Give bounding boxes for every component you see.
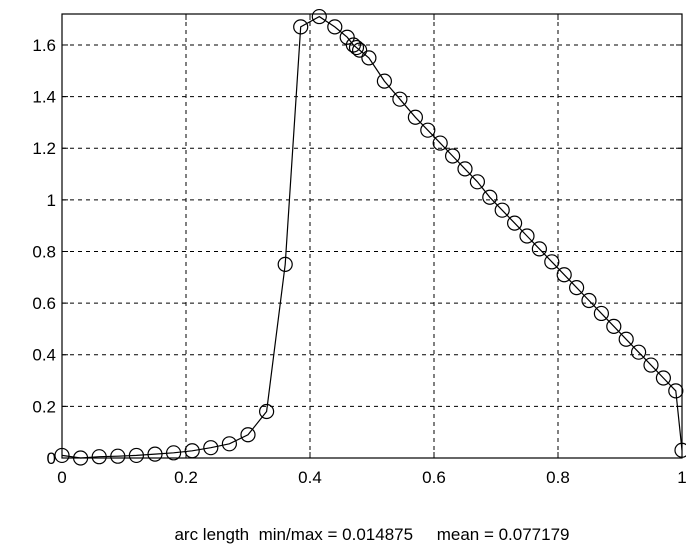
- data-point-marker: [494, 202, 510, 218]
- axis-ticks: 0 0.2 0.4 0.6 0.8 1 0 0.2 0.4 0.6 0.8 1 1.2 1.4 1.6: [32, 14, 686, 487]
- data-point-marker: [581, 292, 597, 309]
- data-point-marker: [339, 29, 355, 45]
- data-point-marker: [482, 189, 498, 205]
- data-point-marker: [630, 344, 647, 360]
- y-tick-label: 1.4: [32, 88, 56, 107]
- data-point-marker: [519, 228, 535, 244]
- y-tick-label: 0.6: [32, 294, 56, 313]
- data-point-marker: [457, 161, 473, 177]
- data-point-marker: [392, 91, 408, 107]
- data-point-marker: [568, 280, 585, 296]
- y-tick-label: 0: [47, 449, 56, 468]
- data-point-marker: [166, 445, 182, 461]
- data-point-marker: [128, 447, 144, 464]
- x-tick-label: 0: [57, 468, 66, 487]
- plot-frame: [61, 13, 683, 459]
- data-point-marker: [655, 370, 672, 386]
- series-line: [61, 15, 683, 459]
- data-point-marker: [593, 305, 610, 322]
- data-point-marker: [311, 8, 327, 25]
- data-point-marker: [556, 267, 572, 283]
- data-point-marker: [91, 449, 107, 465]
- data-point-marker: [531, 241, 548, 257]
- data-point-marker: [606, 318, 622, 334]
- data-point-marker: [293, 19, 309, 35]
- data-point-marker: [352, 42, 368, 58]
- grid: [62, 14, 682, 458]
- data-point-marker: [203, 440, 219, 456]
- data-point-marker: [240, 427, 256, 443]
- data-point-marker: [407, 109, 423, 125]
- y-tick-label: 1.6: [32, 36, 56, 55]
- data-point-marker: [147, 446, 163, 462]
- data-point-marker: [327, 19, 343, 35]
- x-tick-label: 0.2: [174, 468, 198, 487]
- x-axis-label: arc length min/max = 0.014875 mean = 0.0…: [174, 525, 569, 544]
- data-point-marker: [445, 148, 461, 164]
- data-point-marker: [432, 135, 448, 151]
- data-point-marker: [277, 256, 293, 272]
- x-tick-label: 0.6: [422, 468, 446, 487]
- data-point-marker: [259, 403, 275, 420]
- data-point-marker: [361, 50, 377, 66]
- y-tick-label: 1.2: [32, 139, 56, 158]
- y-tick-label: 0.4: [32, 346, 56, 365]
- data-point-marker: [544, 254, 560, 270]
- data-point-marker: [420, 122, 436, 138]
- y-tick-label: 0.8: [32, 242, 56, 261]
- data-point-marker: [348, 39, 365, 56]
- y-tick-label: 0.2: [32, 397, 56, 416]
- y-tick-label: 1: [47, 191, 56, 210]
- data-point-marker: [376, 73, 392, 89]
- x-tick-label: 0.4: [298, 468, 322, 487]
- x-tick-label: 1: [677, 468, 686, 487]
- data-point-marker: [668, 383, 684, 399]
- data-point-marker: [643, 357, 659, 373]
- data-point-marker: [618, 331, 634, 347]
- data-point-marker: [469, 174, 485, 190]
- data-point-marker: [110, 448, 126, 464]
- plot-area: [62, 14, 682, 458]
- data-point-marker: [506, 215, 523, 231]
- x-tick-label: 0.8: [546, 468, 570, 487]
- data-point-marker: [221, 436, 237, 452]
